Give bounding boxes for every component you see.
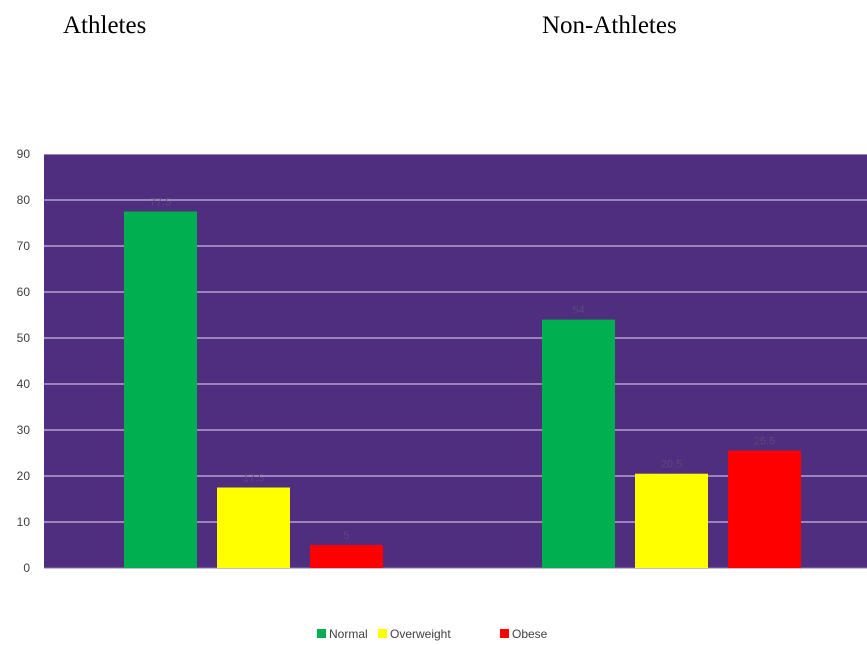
- data-label: 20.5: [661, 459, 682, 471]
- data-label: 5: [343, 530, 349, 542]
- legend-swatch-normal: [317, 629, 326, 638]
- legend-label-normal: Normal: [329, 627, 368, 641]
- y-tick-label: 90: [17, 147, 31, 161]
- data-label: 54: [572, 305, 584, 317]
- legend-swatch-overweight: [378, 629, 387, 638]
- legend-label-obese: Obese: [512, 627, 548, 641]
- legend-label-overweight: Overweight: [390, 627, 451, 641]
- y-tick-label: 40: [17, 377, 31, 391]
- y-tick-label: 20: [17, 469, 31, 483]
- bar-obese-1: [728, 450, 801, 568]
- data-label: 77.5: [150, 197, 171, 209]
- data-label: 25.5: [754, 436, 775, 448]
- group-title-non-athletes: Non-Athletes: [542, 12, 677, 39]
- y-tick-label: 10: [17, 515, 31, 529]
- y-tick-label: 70: [17, 239, 31, 253]
- y-tick-label: 60: [17, 285, 31, 299]
- legend-swatch-obese: [500, 629, 509, 638]
- bar-normal-1: [542, 319, 615, 568]
- y-tick-label: 80: [17, 193, 31, 207]
- bar-overweight-1: [635, 473, 708, 568]
- y-tick-label: 30: [17, 423, 31, 437]
- y-tick-label: 50: [17, 331, 31, 345]
- bar-obese-0: [310, 545, 383, 568]
- bar-normal-0: [124, 211, 197, 568]
- bar-overweight-0: [217, 487, 290, 568]
- data-label: 17.5: [243, 473, 264, 485]
- y-tick-label: 0: [23, 561, 30, 575]
- group-title-athletes: Athletes: [63, 12, 147, 39]
